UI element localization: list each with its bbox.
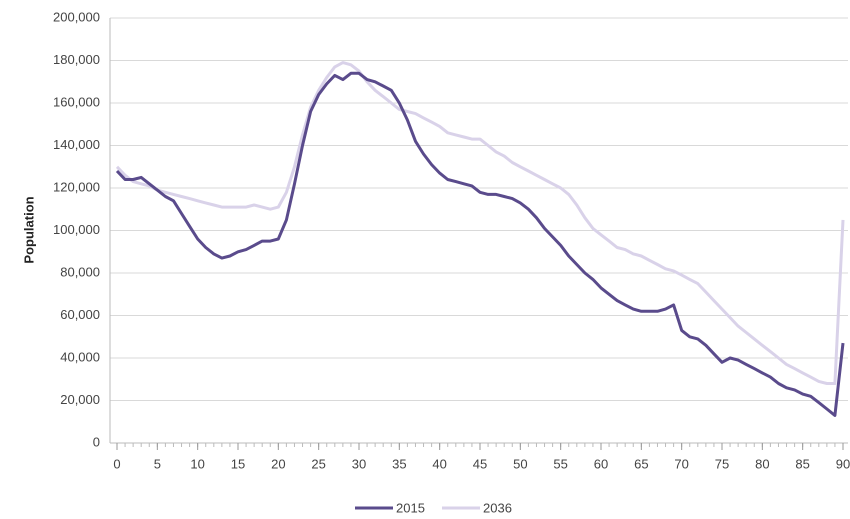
x-tick-label: 50 <box>513 456 527 471</box>
y-tick-label: 80,000 <box>60 264 100 279</box>
y-tick-label: 0 <box>93 434 100 449</box>
x-tick-label: 35 <box>392 456 406 471</box>
x-tick-label: 0 <box>113 456 120 471</box>
y-tick-label: 100,000 <box>53 222 100 237</box>
x-tick-label: 65 <box>634 456 648 471</box>
x-tick-label: 20 <box>271 456 285 471</box>
x-tick-label: 45 <box>473 456 487 471</box>
x-tick-label: 25 <box>311 456 325 471</box>
x-tick-label: 55 <box>553 456 567 471</box>
x-tick-label: 85 <box>795 456 809 471</box>
x-tick-label: 5 <box>154 456 161 471</box>
x-tick-label: 10 <box>190 456 204 471</box>
y-tick-label: 120,000 <box>53 179 100 194</box>
series-line <box>115 61 845 385</box>
y-axis-label: Population <box>21 196 36 263</box>
y-tick-label: 20,000 <box>60 392 100 407</box>
x-tick-label: 40 <box>432 456 446 471</box>
y-tick-label: 140,000 <box>53 137 100 152</box>
y-tick-label: 160,000 <box>53 94 100 109</box>
legend-label: 2015 <box>396 500 425 515</box>
x-tick-label: 80 <box>755 456 769 471</box>
x-tick-label: 90 <box>836 456 850 471</box>
legend-label: 2036 <box>483 500 512 515</box>
y-tick-label: 200,000 <box>53 9 100 24</box>
y-tick-label: 180,000 <box>53 52 100 67</box>
y-tick-label: 40,000 <box>60 349 100 364</box>
x-tick-label: 60 <box>594 456 608 471</box>
x-tick-label: 70 <box>674 456 688 471</box>
x-tick-label: 30 <box>352 456 366 471</box>
y-tick-label: 60,000 <box>60 307 100 322</box>
x-tick-label: 75 <box>715 456 729 471</box>
x-tick-label: 15 <box>231 456 245 471</box>
series-line <box>115 71 845 417</box>
